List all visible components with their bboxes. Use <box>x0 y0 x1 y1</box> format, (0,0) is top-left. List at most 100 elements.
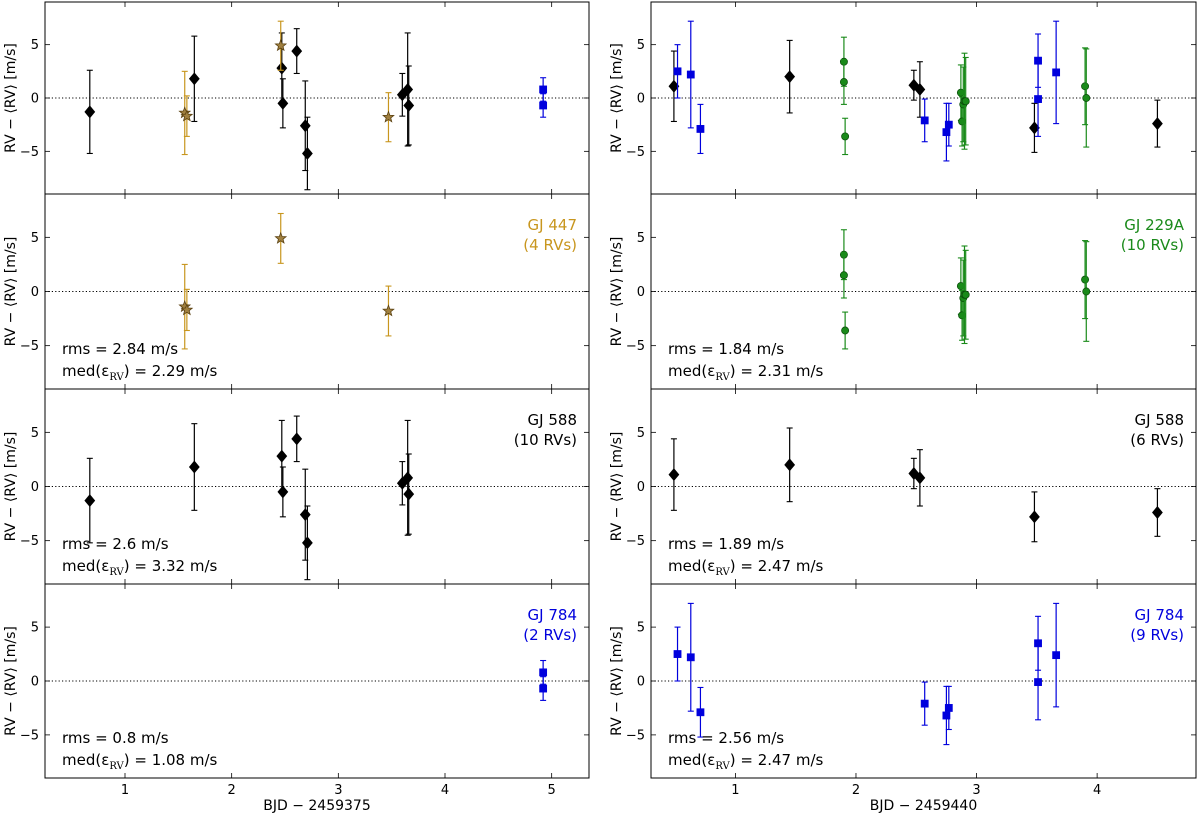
x-axis-label: BJD − 2459375 <box>263 798 371 814</box>
data-point <box>277 96 289 110</box>
legend-entry: GJ 588 <box>528 411 577 429</box>
data-point <box>1034 95 1042 103</box>
stat-rms: rms = 2.6 m/s <box>62 535 169 553</box>
stat-med-prefix: med(ε <box>62 751 109 769</box>
ytick-label: 5 <box>31 231 39 246</box>
x-axis-label: BJD − 2459440 <box>870 798 978 814</box>
data-point <box>696 708 705 717</box>
data-point <box>1029 510 1040 524</box>
legend-entry: GJ 784 <box>1135 606 1184 624</box>
data-point <box>539 684 548 693</box>
xtick-label: 5 <box>548 783 556 798</box>
data-point <box>403 98 415 112</box>
series-GJ447 <box>178 212 395 350</box>
y-axis-label: RV − ⟨RV⟩ [m/s] <box>3 432 19 542</box>
ytick-label: −5 <box>20 728 39 743</box>
data-point <box>686 653 695 662</box>
stat-rms: rms = 1.84 m/s <box>668 340 784 358</box>
data-point <box>1052 68 1061 77</box>
y-axis-label: RV − ⟨RV⟩ [m/s] <box>609 626 625 736</box>
data-point <box>302 536 313 550</box>
data-point <box>920 699 929 708</box>
ytick-label: −5 <box>20 339 39 354</box>
ytick-label: 0 <box>637 285 645 300</box>
stat-med-err: med(εRV) = 2.31 m/s <box>668 362 824 383</box>
xtick-label: 2 <box>852 783 860 798</box>
data-point <box>291 44 303 58</box>
data-point <box>944 704 953 712</box>
data-point <box>1152 506 1163 519</box>
legend-entry: (4 RVs) <box>523 236 577 254</box>
ytick-label: 0 <box>31 480 39 495</box>
data-point <box>920 116 929 125</box>
stat-med-prefix: med(ε <box>668 751 715 769</box>
y-axis-label: RV − ⟨RV⟩ [m/s] <box>3 626 19 736</box>
series-GJ229A <box>839 229 1091 350</box>
legend-entry: (10 RVs) <box>1121 236 1184 254</box>
data-point <box>382 304 395 317</box>
data-point <box>1081 275 1090 284</box>
data-point <box>839 78 848 86</box>
stat-med-subscript: RV <box>109 761 124 772</box>
data-point <box>188 72 200 86</box>
legend-entry: (6 RVs) <box>1130 431 1184 449</box>
stat-med-suffix: ) = 1.08 m/s <box>124 751 218 769</box>
stat-med-suffix: ) = 2.29 m/s <box>124 362 218 380</box>
ytick-label: 5 <box>637 621 645 636</box>
data-point <box>673 650 682 658</box>
stat-med-prefix: med(ε <box>668 362 715 380</box>
data-point <box>841 326 850 335</box>
stat-rms: rms = 1.89 m/s <box>668 535 784 553</box>
data-point <box>402 82 414 96</box>
data-point <box>673 67 682 76</box>
legend-entry: GJ 784 <box>528 606 577 624</box>
stat-med-suffix: ) = 2.47 m/s <box>730 557 824 575</box>
ytick-label: 0 <box>637 92 645 107</box>
data-point <box>291 432 303 446</box>
ytick-label: −5 <box>20 145 39 160</box>
stat-med-subscript: RV <box>715 372 730 383</box>
stat-rms: rms = 0.8 m/s <box>62 729 169 747</box>
series-GJ784 <box>673 20 1061 162</box>
stat-rms: rms = 2.84 m/s <box>62 340 178 358</box>
data-point <box>944 120 953 129</box>
legend-entry: GJ 229A <box>1124 216 1184 234</box>
ytick-label: 0 <box>31 92 39 107</box>
data-point <box>539 85 548 94</box>
data-point <box>914 471 926 485</box>
xtick-label: 4 <box>1093 783 1101 798</box>
stat-med-err: med(εRV) = 1.08 m/s <box>62 751 218 772</box>
data-point <box>274 231 288 244</box>
ytick-label: 5 <box>637 38 645 53</box>
stat-med-subscript: RV <box>715 761 730 772</box>
ytick-label: 0 <box>637 480 645 495</box>
stat-med-subscript: RV <box>109 567 124 578</box>
legend-entry: (10 RVs) <box>514 431 577 449</box>
data-point <box>402 471 414 485</box>
data-point <box>1082 94 1091 102</box>
data-point <box>276 449 288 463</box>
panel-right-all: −5 0 5 RV − ⟨RV⟩ [m/s] <box>609 1 1197 195</box>
stat-med-subscript: RV <box>715 567 730 578</box>
y-axis-label: RV − ⟨RV⟩ [m/s] <box>3 237 19 347</box>
data-point <box>274 39 288 52</box>
series-GJ588 <box>84 415 415 581</box>
ytick-label: 5 <box>637 231 645 246</box>
data-point <box>784 458 796 472</box>
series-GJ229A <box>839 36 1091 156</box>
xtick-label: 3 <box>972 783 980 798</box>
data-point <box>539 101 548 110</box>
ytick-label: 0 <box>31 675 39 690</box>
ytick-label: 0 <box>637 675 645 690</box>
data-point <box>1082 287 1091 296</box>
series-GJ588 <box>84 28 415 191</box>
xtick-label: 1 <box>731 783 739 798</box>
ytick-label: −5 <box>626 728 645 743</box>
ytick-label: −5 <box>20 534 39 549</box>
data-point <box>1034 678 1042 686</box>
panel-right-gj784: −5 0 5 RV − ⟨RV⟩ [m/s] GJ 784 (9 RVs) rms = 2.… <box>609 583 1197 779</box>
ytick-label: 5 <box>31 621 39 636</box>
data-point <box>961 290 970 299</box>
panel-left-gj784: −5 0 5 RV − ⟨RV⟩ [m/s] GJ 784 (2 RVs) rms = 0.… <box>3 583 590 779</box>
series-GJ784 <box>539 77 548 118</box>
